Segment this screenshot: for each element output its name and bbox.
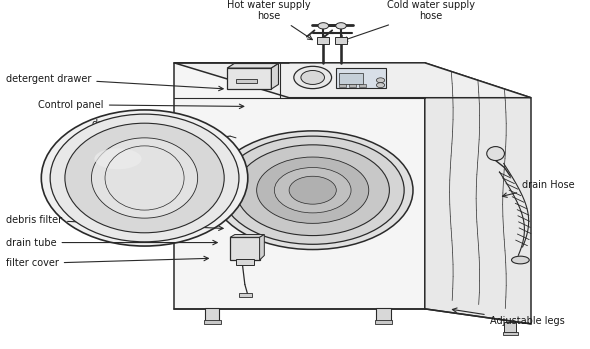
Bar	[504, 322, 516, 332]
Text: filter cover: filter cover	[6, 256, 208, 268]
Polygon shape	[174, 63, 425, 309]
Circle shape	[257, 157, 369, 223]
Polygon shape	[425, 63, 531, 324]
Ellipse shape	[50, 114, 239, 242]
Polygon shape	[271, 64, 278, 89]
Circle shape	[289, 176, 336, 204]
Bar	[239, 293, 252, 297]
Bar	[230, 237, 260, 260]
Circle shape	[318, 23, 329, 29]
Bar	[359, 84, 366, 87]
Ellipse shape	[41, 110, 248, 246]
Circle shape	[294, 66, 332, 89]
Bar	[317, 37, 329, 44]
Text: Tub: Tub	[74, 178, 205, 188]
Circle shape	[301, 70, 324, 84]
Bar	[349, 84, 356, 87]
Bar	[376, 308, 391, 321]
Text: drain tube: drain tube	[6, 238, 217, 247]
Circle shape	[274, 168, 351, 213]
Polygon shape	[260, 235, 264, 260]
Circle shape	[376, 78, 385, 83]
Ellipse shape	[91, 138, 198, 218]
Text: Hot water supply
hose: Hot water supply hose	[227, 0, 312, 40]
Bar	[227, 68, 271, 89]
Bar	[339, 73, 363, 84]
Polygon shape	[227, 64, 278, 68]
Bar	[205, 308, 219, 321]
Text: detergent drawer: detergent drawer	[6, 74, 223, 91]
Circle shape	[336, 23, 346, 29]
Circle shape	[212, 131, 413, 250]
Text: Control panel: Control panel	[38, 100, 244, 110]
Bar	[204, 320, 221, 324]
Text: debris filter: debris filter	[6, 215, 223, 230]
Bar	[335, 37, 347, 44]
Bar	[503, 332, 518, 335]
Polygon shape	[174, 63, 531, 98]
Bar	[339, 84, 346, 87]
Circle shape	[236, 145, 389, 236]
Text: Adjustable legs: Adjustable legs	[453, 308, 565, 326]
Circle shape	[376, 83, 385, 88]
Circle shape	[221, 136, 404, 244]
Polygon shape	[230, 235, 264, 237]
Text: drain Hose: drain Hose	[503, 180, 575, 197]
Bar	[375, 320, 392, 324]
Text: door: door	[91, 119, 164, 129]
Bar	[236, 79, 257, 83]
Ellipse shape	[512, 256, 529, 264]
Text: Cold water supply
hose: Cold water supply hose	[343, 0, 475, 41]
Ellipse shape	[487, 147, 504, 161]
Bar	[336, 68, 386, 88]
Ellipse shape	[94, 148, 142, 169]
Ellipse shape	[65, 123, 224, 233]
Bar	[236, 259, 254, 265]
